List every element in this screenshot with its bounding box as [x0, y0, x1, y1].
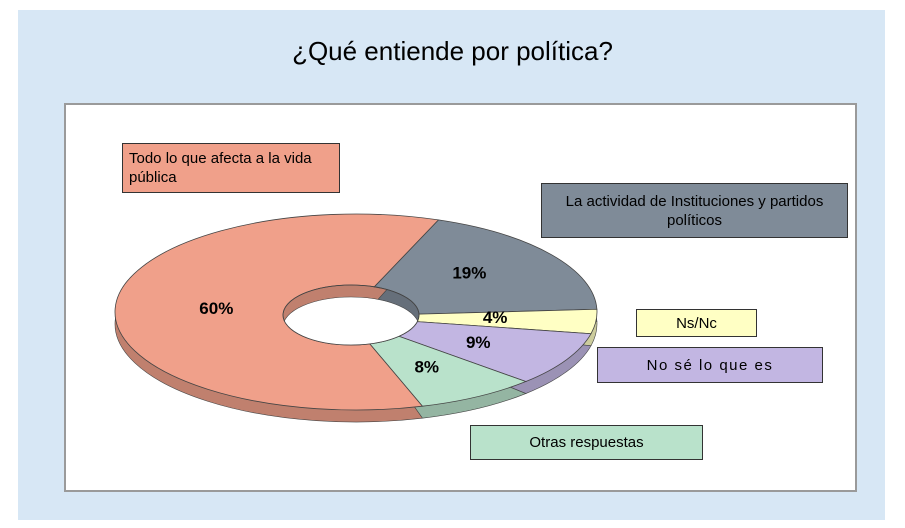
data-label: 60%: [199, 299, 233, 318]
legend-entry: No sé lo que es: [597, 347, 823, 383]
legend-entry: Ns/Nc: [636, 309, 757, 337]
data-label: 19%: [452, 264, 486, 283]
legend-entry: Otras respuestas: [470, 425, 703, 460]
legend-entry: La actividad de Instituciones y partidos…: [541, 183, 848, 238]
data-label: 4%: [483, 308, 508, 327]
chart-title: ¿Qué entiende por política?: [292, 36, 613, 66]
data-label: 8%: [414, 357, 439, 376]
hole-rim: [282, 284, 420, 346]
legend-entry: Todo lo que afecta a la vida pública: [122, 143, 340, 193]
data-label: 9%: [466, 333, 491, 352]
